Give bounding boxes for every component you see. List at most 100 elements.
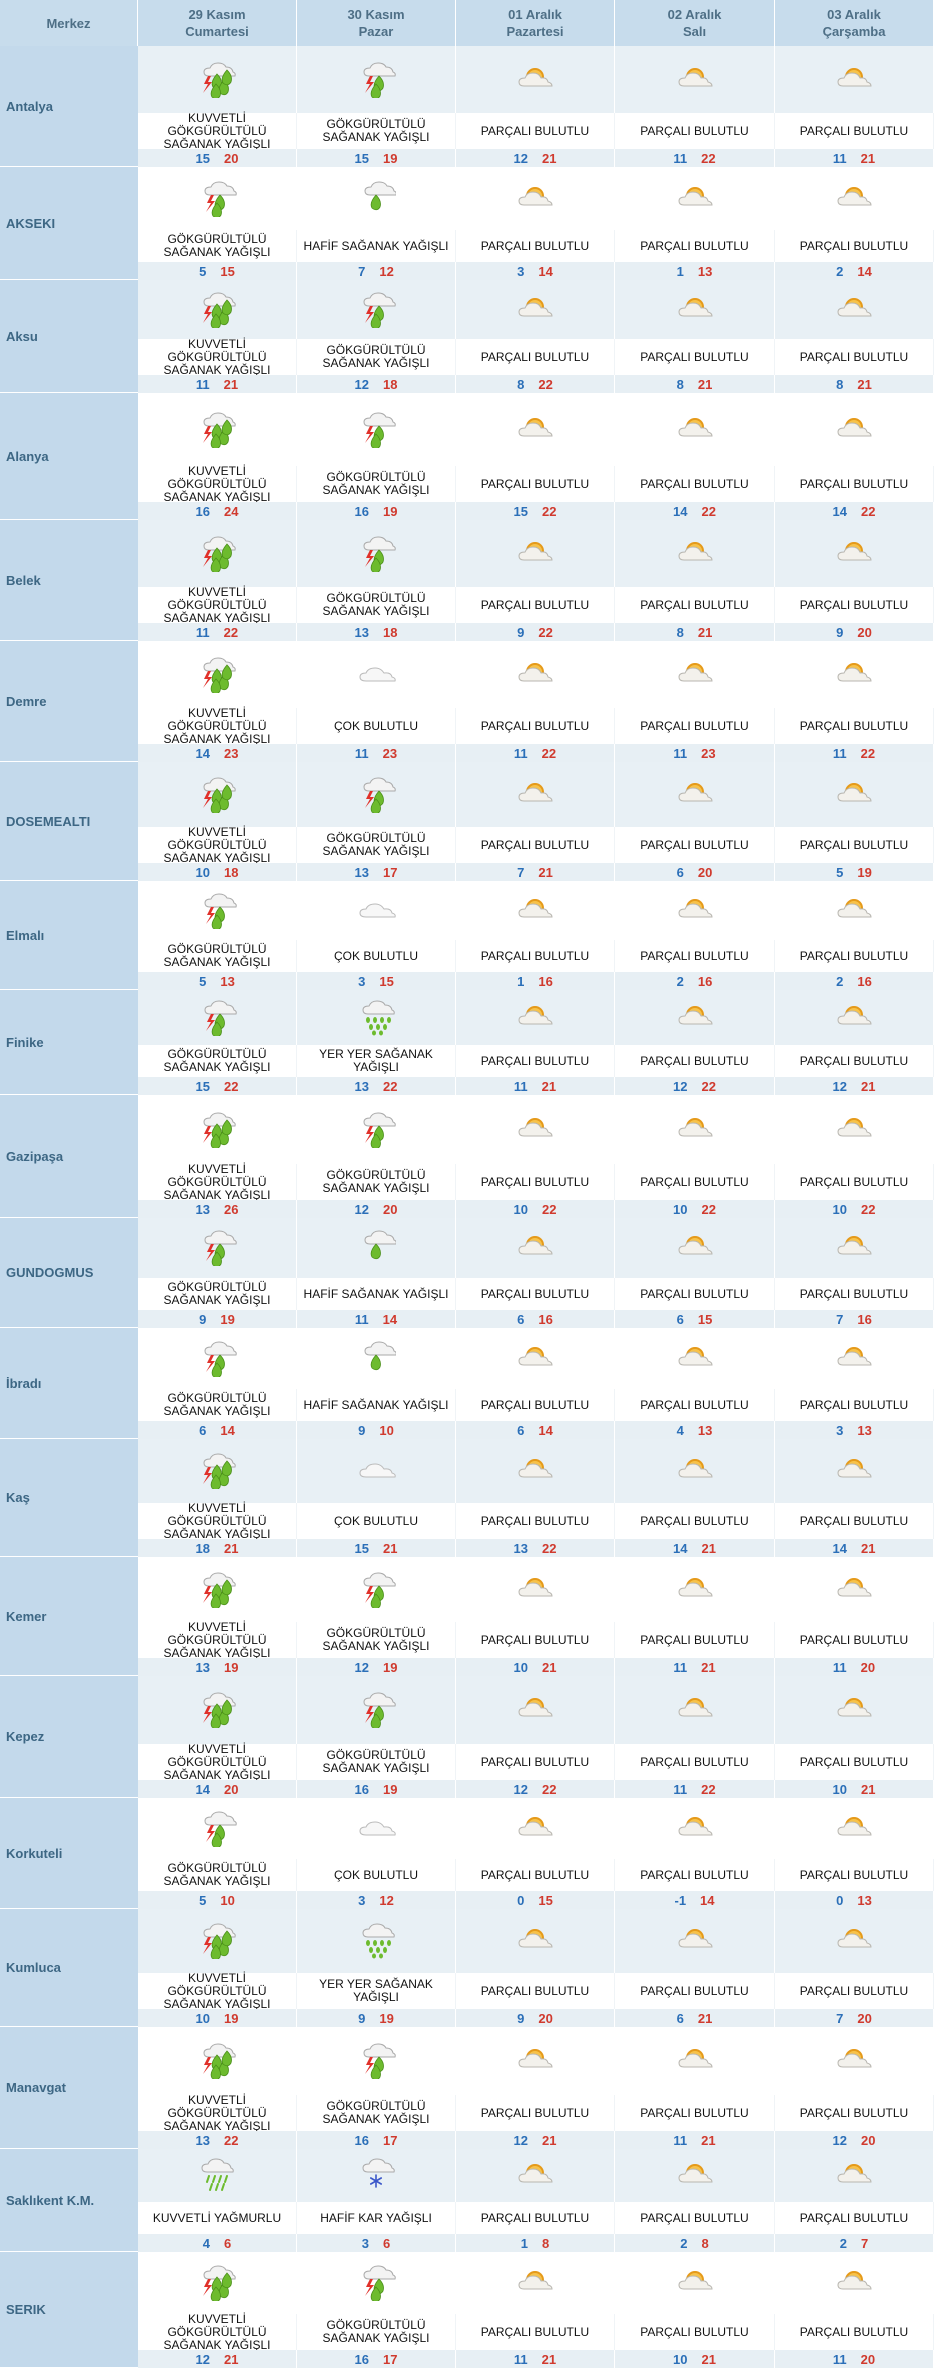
min-temp: 18	[195, 1540, 210, 1556]
partly-cloudy-icon	[518, 898, 553, 917]
temperature-range: -1 14	[615, 1891, 775, 1909]
weather-description: GÖKGÜRÜLTÜLÜ SAĞANAK YAĞIŞLI	[297, 113, 456, 149]
weather-description: GÖKGÜRÜLTÜLÜ SAĞANAK YAĞIŞLI	[297, 827, 456, 863]
temperature-range: 6 15	[615, 1310, 775, 1328]
weather-icon-cell	[297, 1798, 456, 1859]
min-temp: 3	[517, 263, 525, 279]
max-temp: 16	[538, 973, 553, 989]
max-temp: 15	[220, 263, 235, 279]
partly-cloudy-icon	[677, 2271, 713, 2290]
weather-icon-cell	[775, 1909, 934, 1973]
weather-icon-cell	[456, 520, 615, 587]
thunder-rain-icon	[203, 1571, 236, 1608]
partly-cloudy-icon	[518, 1577, 553, 1596]
temperature-range: 7 21	[456, 863, 615, 881]
max-temp: 23	[701, 745, 716, 761]
max-temp: 21	[223, 376, 239, 392]
weather-icon-cell	[138, 46, 297, 113]
min-temp: 12	[832, 1078, 847, 1094]
max-temp: 22	[383, 1078, 398, 1094]
weather-icon-cell	[775, 641, 934, 708]
weather-icon-cell	[297, 393, 456, 466]
partly-cloudy-icon	[518, 782, 553, 801]
max-temp: 22	[701, 1201, 716, 1217]
weather-description: PARÇALI BULUTLU	[615, 2202, 775, 2234]
temperature-range: 8 21	[615, 375, 775, 393]
weather-description: PARÇALI BULUTLU	[615, 827, 775, 863]
weather-description: GÖKGÜRÜLTÜLÜ SAĞANAK YAĞIŞLI	[138, 940, 297, 972]
partly-cloudy-icon	[837, 1577, 872, 1596]
weather-icon-cell	[456, 1218, 615, 1278]
weather-icon-cell	[297, 520, 456, 587]
min-temp: 11	[832, 745, 847, 761]
min-temp: 13	[354, 1078, 369, 1094]
max-temp: 21	[861, 1540, 876, 1556]
weather-icon-cell	[456, 641, 615, 708]
thunder-rain-icon	[203, 291, 236, 328]
weather-icon-cell	[615, 762, 775, 827]
heavy-rain-icon	[201, 2157, 234, 2191]
min-temp: 13	[513, 1540, 528, 1556]
temperature-range: 6 14	[138, 1421, 297, 1439]
max-temp: 13	[697, 263, 713, 279]
min-temp: 11	[513, 745, 528, 761]
max-temp: 21	[542, 150, 557, 166]
partly-cloudy-icon	[677, 1816, 713, 1835]
header-weekday: Salı	[682, 24, 707, 39]
partly-cloudy-icon	[518, 2271, 553, 2290]
temperature-range: 2 16	[775, 972, 934, 990]
min-temp: 10	[195, 2010, 210, 2026]
temperature-range: 13 19	[138, 1658, 297, 1676]
max-temp: 21	[538, 864, 553, 880]
weather-icon-cell	[615, 1909, 775, 1973]
min-temp: 11	[832, 150, 847, 166]
city-name: Finike	[0, 990, 138, 1095]
city-name: SERIK	[0, 2252, 138, 2368]
weather-description: PARÇALI BULUTLU	[775, 1973, 934, 2009]
min-temp: 11	[513, 1078, 528, 1094]
city-name: Antalya	[0, 46, 138, 167]
partly-cloudy-icon	[677, 662, 713, 681]
partly-cloudy-icon	[518, 541, 553, 560]
weather-description: PARÇALI BULUTLU	[775, 230, 934, 262]
temperature-range: 1 16	[456, 972, 615, 990]
partly-cloudy-icon	[518, 2163, 553, 2182]
weather-icon-cell	[775, 1439, 934, 1503]
thunder-shower-icon	[204, 1340, 237, 1377]
partly-cloudy-icon	[837, 1816, 872, 1835]
weather-icon-cell	[297, 1328, 456, 1389]
min-temp: 13	[195, 2132, 210, 2148]
max-temp: 21	[542, 1659, 557, 1675]
weather-description: KUVVETLİ GÖKGÜRÜLTÜLÜ SAĞANAK YAĞIŞLI	[138, 1162, 297, 1201]
temperature-range: 5 13	[138, 972, 297, 990]
weather-icon-cell	[775, 2149, 934, 2202]
weather-icon-cell	[775, 1218, 934, 1278]
max-temp: 19	[383, 150, 398, 166]
weather-description: PARÇALI BULUTLU	[456, 230, 615, 262]
max-temp: 13	[697, 1422, 713, 1438]
weather-icon-cell	[297, 990, 456, 1045]
min-temp: 11	[673, 2132, 688, 2148]
cloudy-icon	[359, 1820, 396, 1835]
weather-icon-cell	[615, 1095, 775, 1164]
weather-icon-cell	[456, 1557, 615, 1622]
partly-cloudy-icon	[837, 1236, 872, 1255]
weather-description: PARÇALI BULUTLU	[615, 1164, 775, 1200]
min-temp: 8	[517, 376, 525, 392]
weather-icon-cell	[615, 46, 775, 113]
min-temp: 9	[358, 1422, 366, 1438]
weather-icon-cell	[138, 2252, 297, 2314]
header-weekday: Pazar	[358, 24, 394, 39]
temperature-range: 0 13	[775, 1891, 934, 1909]
header-day-2: 30 Kasım Pazar	[297, 0, 456, 46]
thunder-shower-icon	[363, 411, 396, 448]
weather-description: KUVVETLİ GÖKGÜRÜLTÜLÜ SAĞANAK YAĞIŞLI	[138, 1742, 297, 1781]
min-temp: 5	[836, 864, 844, 880]
max-temp: 20	[857, 2010, 872, 2026]
max-temp: 22	[861, 503, 876, 519]
min-temp: 3	[836, 1422, 844, 1438]
max-temp: 17	[383, 2132, 398, 2148]
min-temp: 7	[517, 864, 525, 880]
weather-icon-cell	[297, 167, 456, 230]
